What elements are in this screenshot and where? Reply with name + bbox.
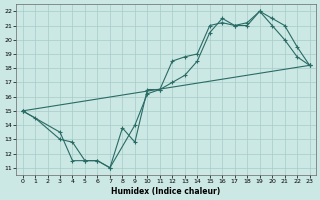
X-axis label: Humidex (Indice chaleur): Humidex (Indice chaleur) (111, 187, 221, 196)
